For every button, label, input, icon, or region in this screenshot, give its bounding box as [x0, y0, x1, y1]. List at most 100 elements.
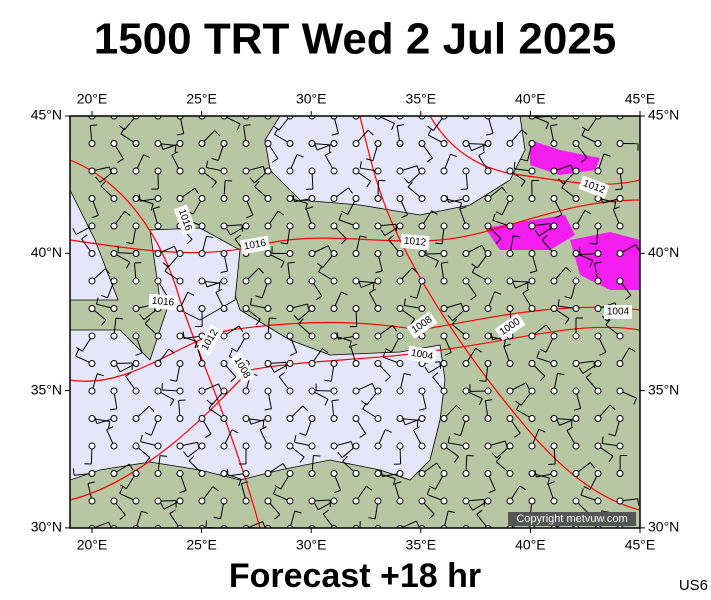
station [308, 442, 316, 450]
barb-flag [589, 260, 594, 268]
barb-flag [478, 151, 485, 156]
station [572, 415, 580, 422]
station [352, 442, 360, 450]
station [308, 195, 316, 202]
station [418, 470, 426, 477]
station [616, 497, 624, 505]
label-box [228, 352, 256, 384]
station [88, 415, 96, 422]
barb-flag [262, 420, 265, 428]
station [374, 250, 382, 257]
barb-flag [432, 372, 439, 378]
station [440, 415, 448, 422]
barb-flag [581, 126, 589, 132]
station [264, 167, 272, 175]
barb-flag [231, 429, 239, 434]
station [440, 277, 448, 285]
barb-flag [492, 213, 496, 221]
station [264, 497, 272, 505]
barb-flag [539, 348, 547, 353]
barb-flag [498, 98, 503, 103]
label-box [406, 345, 438, 365]
wind-barbs [72, 98, 640, 542]
barb-flag [117, 158, 124, 163]
barb-flag [419, 408, 427, 411]
barb-flag [187, 291, 195, 296]
barb-flag [144, 457, 151, 464]
barb-flag [336, 332, 339, 340]
barb-flag [124, 211, 131, 216]
lon-label: 45°E [625, 91, 656, 107]
barb-flag [547, 481, 555, 485]
station [528, 360, 536, 367]
station [440, 387, 448, 395]
barb-flag [168, 348, 175, 354]
barb-flag [585, 372, 592, 378]
station [198, 470, 206, 477]
station [88, 167, 96, 175]
barb-flag [451, 318, 458, 325]
station [242, 222, 250, 230]
station [550, 140, 558, 147]
station [462, 387, 470, 395]
barb-flag [251, 537, 256, 542]
label-box [196, 324, 224, 356]
station [88, 140, 96, 147]
barb-flag [270, 366, 275, 373]
barb-flag [204, 280, 208, 288]
station [462, 360, 470, 367]
station [572, 305, 580, 312]
station [528, 222, 536, 230]
barb-flag [368, 517, 376, 520]
barb-flag [485, 399, 493, 402]
station [176, 195, 184, 202]
barb-flag [513, 235, 521, 238]
barb-flag [478, 398, 483, 406]
station [594, 167, 602, 175]
lon-label: 45°E [625, 537, 656, 553]
station [572, 360, 580, 367]
station [198, 442, 206, 450]
station [616, 140, 624, 147]
barb-flag [436, 462, 442, 470]
barb-flag [369, 288, 376, 294]
station [176, 167, 184, 175]
station [132, 140, 140, 147]
barb-staff [268, 116, 270, 117]
barb-flag [608, 455, 614, 463]
barb-flag [550, 123, 558, 127]
station [176, 305, 184, 312]
barb-flag [331, 132, 339, 136]
station [572, 222, 580, 230]
station [198, 277, 206, 285]
barb-flag [141, 510, 149, 514]
barb-flag [426, 157, 433, 163]
station [264, 332, 272, 340]
station [132, 442, 140, 450]
station [220, 415, 228, 422]
station [176, 332, 184, 340]
barb-flag [395, 224, 398, 232]
barb-flag [503, 343, 511, 348]
barb-flag [628, 347, 636, 352]
barb-flag [391, 123, 395, 130]
barb-flag [327, 245, 332, 253]
station [308, 222, 316, 230]
barb-flag [274, 485, 282, 490]
barb-flag [282, 463, 288, 470]
station [616, 195, 624, 202]
barb-flag [495, 456, 502, 463]
barb-flag [194, 341, 198, 349]
barb-flag [490, 332, 493, 340]
barb-flag [120, 484, 127, 490]
barb-flag [304, 203, 308, 211]
station [462, 470, 470, 477]
station [110, 497, 118, 505]
station [176, 415, 184, 422]
station [528, 250, 536, 257]
barb-staff [576, 116, 577, 117]
barb-flag [125, 242, 133, 245]
barb-flag [144, 318, 151, 324]
station [176, 470, 184, 477]
barb-flag [150, 203, 154, 211]
